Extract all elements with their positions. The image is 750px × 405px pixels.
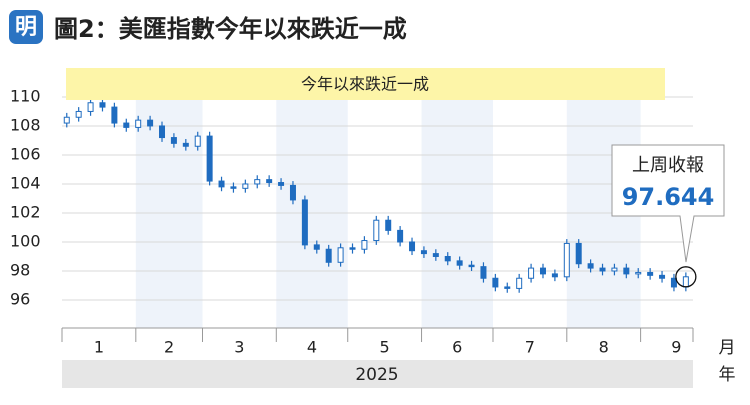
year-band xyxy=(62,360,693,388)
annotation-value: 97.644 xyxy=(622,183,715,211)
candle-body xyxy=(301,199,308,246)
y-tick-label: 108 xyxy=(10,115,41,134)
candle-body xyxy=(313,244,320,250)
candle-body xyxy=(682,276,689,288)
candle-body xyxy=(147,119,154,127)
x-unit: 月 xyxy=(719,338,736,358)
candle-body xyxy=(337,247,344,263)
candle-body xyxy=(75,110,82,118)
annotation-label: 上周收報 xyxy=(632,155,704,176)
candle-body xyxy=(444,255,451,262)
candle-body xyxy=(635,271,642,275)
candle-body xyxy=(587,263,594,269)
y-tick-label: 100 xyxy=(10,231,41,250)
candle-body xyxy=(420,250,427,255)
candle-body xyxy=(206,135,213,182)
y-tick-label: 102 xyxy=(10,202,41,221)
x-tick-label: 5 xyxy=(380,338,390,357)
y-tick-label: 104 xyxy=(10,173,41,192)
candle-body xyxy=(575,242,582,265)
candle-body xyxy=(611,267,618,272)
candle-body xyxy=(63,116,70,124)
month-band xyxy=(276,72,348,328)
subtitle-box xyxy=(66,68,665,100)
chart-title: 圖2：美匯指數今年以來跌近一成 xyxy=(54,15,407,43)
candle-body xyxy=(230,186,237,189)
candle-body xyxy=(170,137,177,144)
candle-body xyxy=(254,179,261,185)
candle-body xyxy=(397,229,404,243)
year-unit: 年 xyxy=(719,365,736,385)
candle-body xyxy=(135,119,142,128)
x-tick-label: 4 xyxy=(307,338,317,357)
x-tick-label: 3 xyxy=(234,338,244,357)
candle-body xyxy=(278,182,285,186)
x-tick-label: 9 xyxy=(671,338,681,357)
candle-body xyxy=(659,274,666,279)
y-tick-label: 96 xyxy=(10,290,30,309)
candle-body xyxy=(456,260,463,266)
candle-body xyxy=(111,106,118,124)
y-tick-label: 110 xyxy=(10,86,41,105)
candle-body xyxy=(87,102,94,112)
annotation-box xyxy=(611,144,725,263)
y-tick-label: 106 xyxy=(10,144,41,163)
candle-body xyxy=(159,125,166,139)
candle-body xyxy=(385,219,392,231)
candle-body xyxy=(599,267,606,272)
candle-body xyxy=(266,179,273,184)
candle-body xyxy=(409,241,416,252)
highlight-circle xyxy=(675,266,697,288)
candle-body xyxy=(480,266,487,279)
candle-body xyxy=(551,273,558,278)
year-label: 2025 xyxy=(355,365,398,385)
candle-body xyxy=(623,267,630,275)
month-band xyxy=(135,72,203,328)
candle-body xyxy=(325,248,332,263)
plot xyxy=(61,72,697,342)
candle-body xyxy=(516,277,523,289)
candle-body xyxy=(492,277,499,288)
y-tick-label: 98 xyxy=(10,260,30,279)
candle-body xyxy=(647,271,654,276)
candle-body xyxy=(563,242,570,278)
candle-body xyxy=(539,267,546,275)
candle-body xyxy=(182,142,189,147)
candle-body xyxy=(361,240,368,250)
x-tick-label: 2 xyxy=(164,338,174,357)
candle-body xyxy=(528,267,535,279)
candle-body xyxy=(289,184,296,201)
candle-body xyxy=(670,277,677,288)
candle-body xyxy=(468,264,475,268)
candle-body xyxy=(99,102,106,108)
candle-body xyxy=(123,122,130,128)
candle-body xyxy=(218,180,225,188)
x-tick-label: 7 xyxy=(525,338,535,357)
x-tick-label: 1 xyxy=(94,338,104,357)
candle-body xyxy=(504,286,511,289)
logo: 明 xyxy=(15,15,37,40)
logo-box xyxy=(9,10,43,44)
subtitle: 今年以來跌近一成 xyxy=(301,75,429,94)
x-tick-label: 8 xyxy=(599,338,609,357)
candle-body xyxy=(349,247,356,250)
candle-body xyxy=(242,183,249,189)
candle-body xyxy=(194,135,201,147)
candle-body xyxy=(373,219,380,242)
month-band xyxy=(421,72,493,328)
candle-body xyxy=(432,253,439,257)
x-tick-label: 6 xyxy=(452,338,462,357)
